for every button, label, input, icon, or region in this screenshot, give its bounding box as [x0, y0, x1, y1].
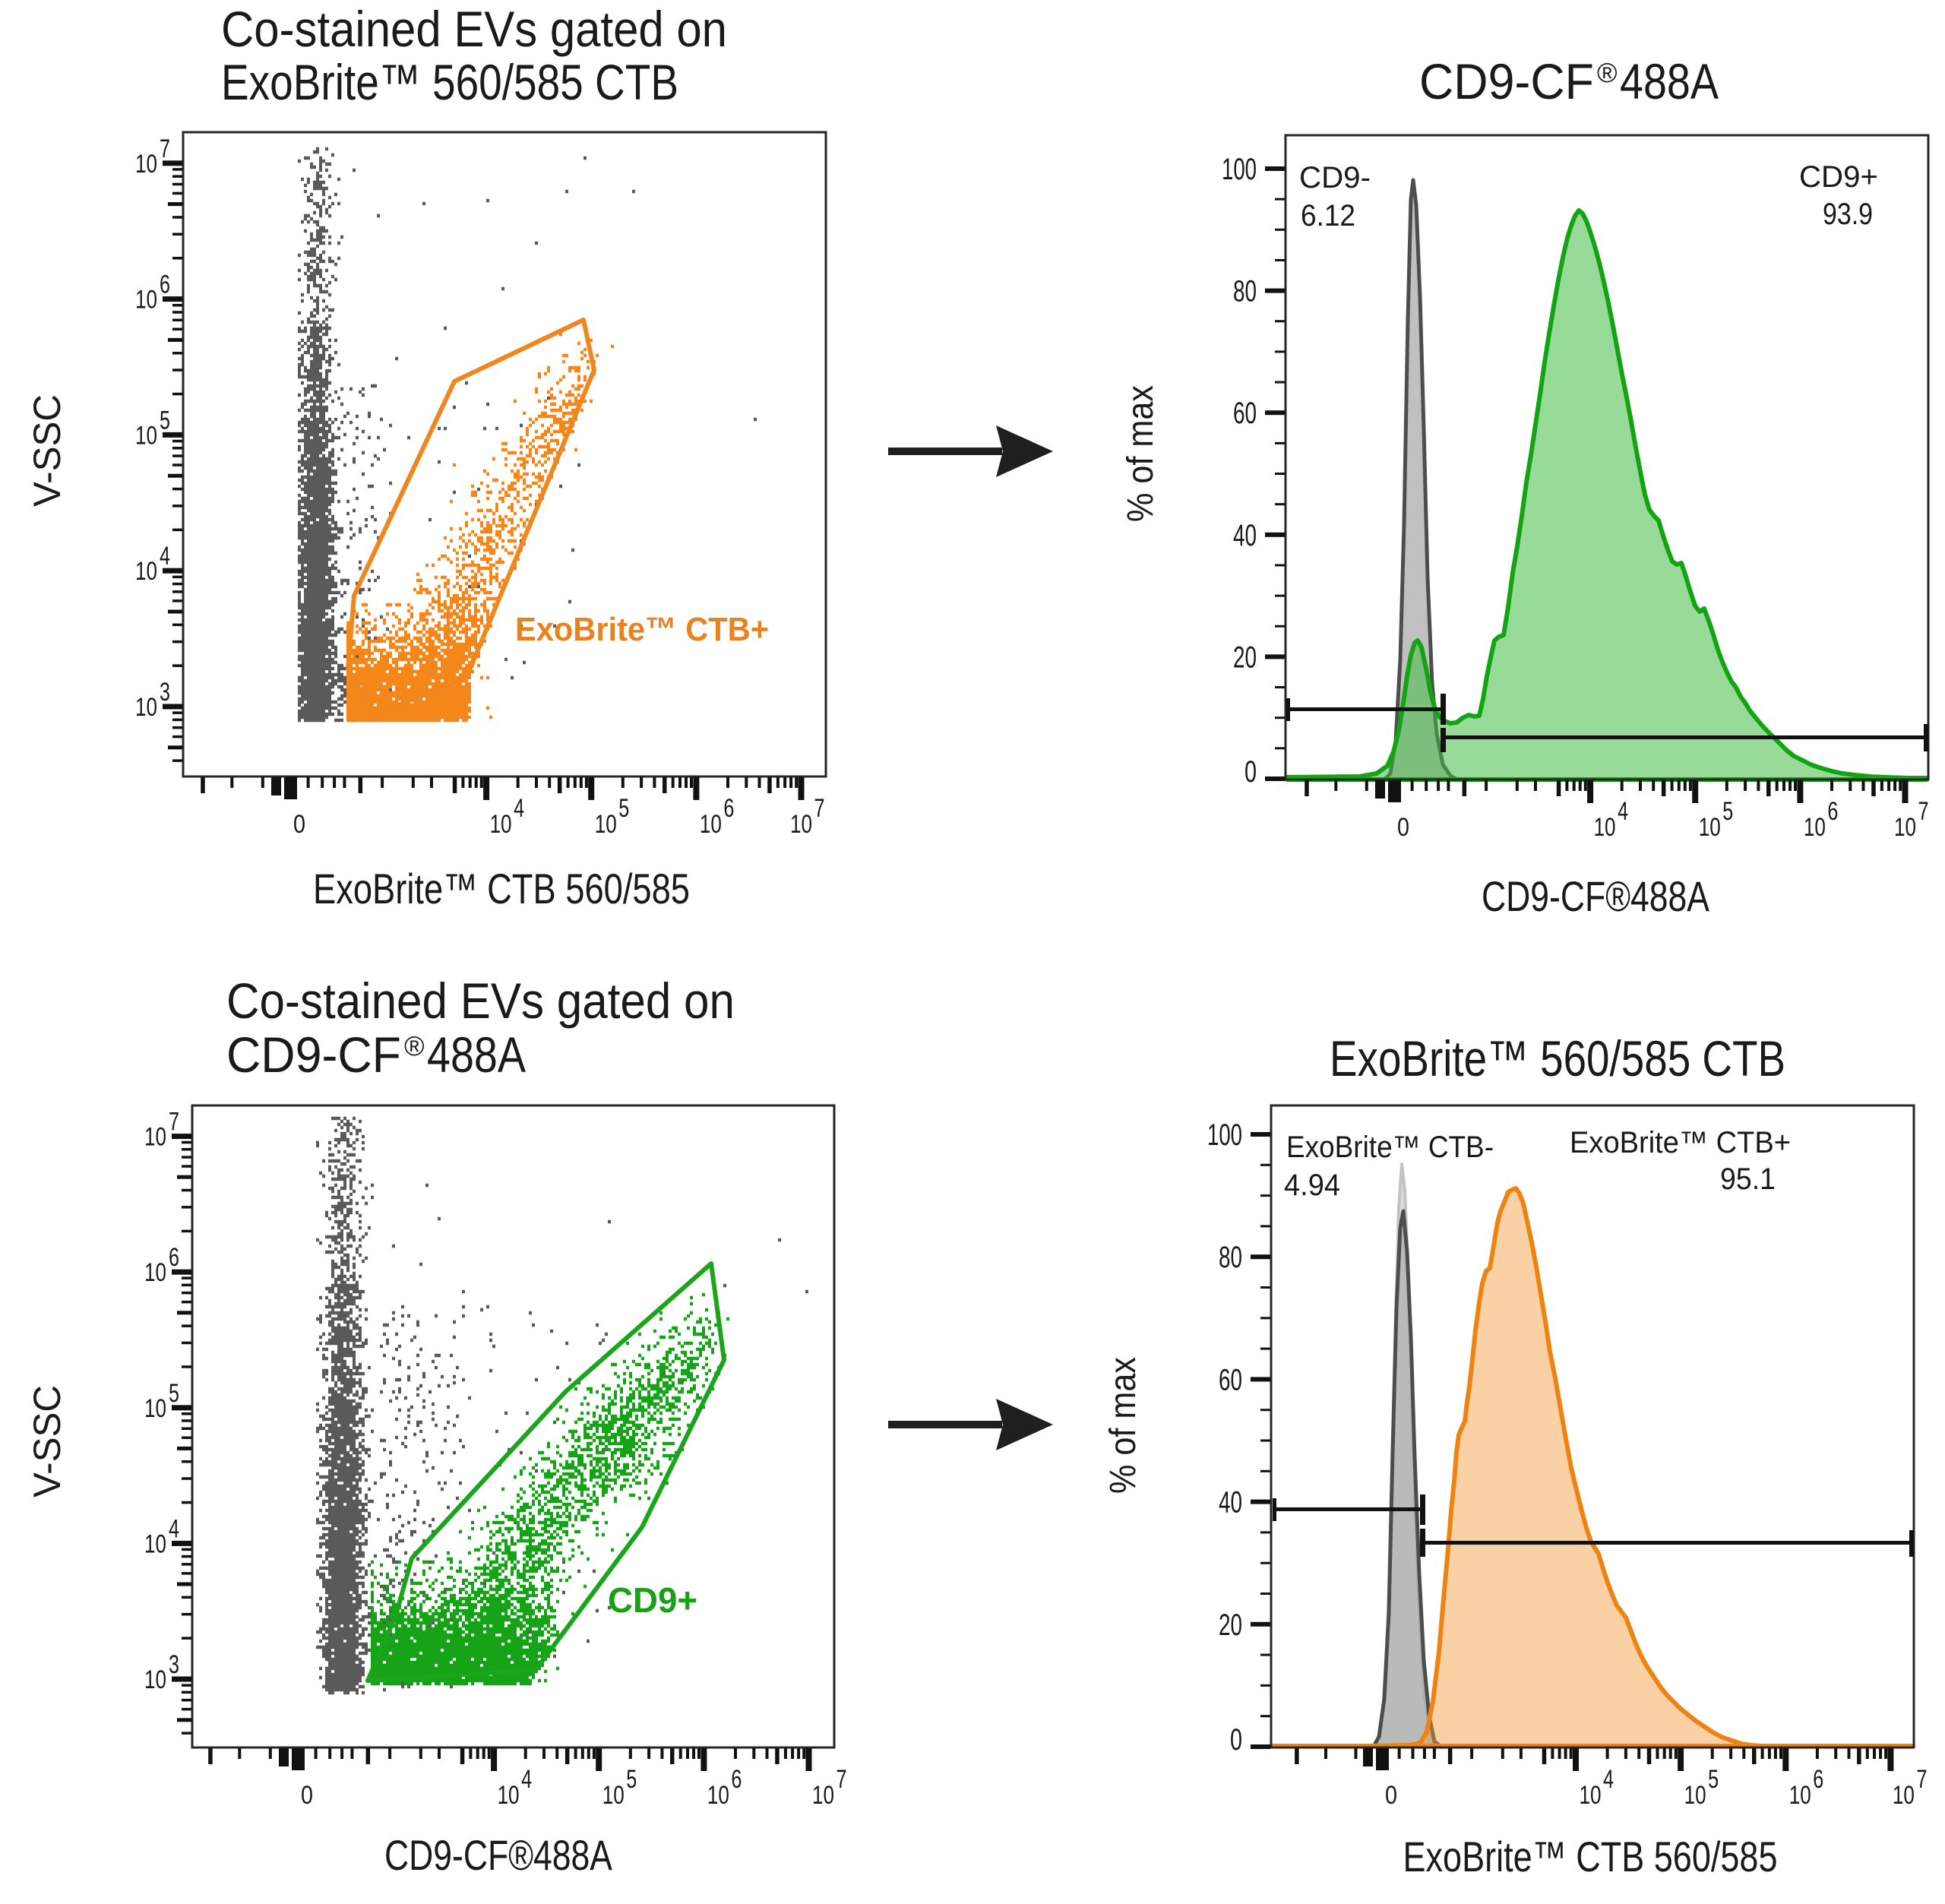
svg-text:CD9+: CD9+ — [608, 1580, 697, 1620]
svg-text:10: 10 — [595, 810, 617, 839]
svg-text:0: 0 — [1230, 1723, 1242, 1757]
svg-text:40: 40 — [1219, 1486, 1242, 1520]
svg-text:4: 4 — [1603, 1765, 1614, 1794]
svg-text:7: 7 — [814, 794, 825, 823]
svg-text:40: 40 — [1233, 519, 1257, 552]
svg-text:488A: 488A — [427, 1026, 526, 1083]
svg-text:6: 6 — [1813, 1765, 1823, 1794]
svg-text:6: 6 — [169, 1243, 179, 1272]
svg-text:4: 4 — [514, 794, 524, 823]
svg-text:10: 10 — [700, 810, 722, 839]
svg-text:10: 10 — [812, 1781, 834, 1810]
svg-text:5: 5 — [618, 794, 629, 823]
svg-text:7: 7 — [837, 1765, 847, 1794]
svg-text:10: 10 — [1789, 1781, 1811, 1810]
svg-text:3: 3 — [169, 1650, 179, 1679]
svg-text:10: 10 — [135, 557, 157, 586]
svg-text:6.12: 6.12 — [1301, 199, 1355, 232]
svg-text:10: 10 — [144, 1529, 166, 1558]
svg-text:®: ® — [404, 1030, 425, 1061]
svg-text:0: 0 — [1244, 755, 1257, 789]
svg-text:10: 10 — [1804, 813, 1826, 842]
svg-text:CD9-CF®488A: CD9-CF®488A — [384, 1831, 613, 1879]
svg-text:60: 60 — [1233, 397, 1257, 430]
svg-text:ExoBrite™ CTB+: ExoBrite™ CTB+ — [515, 611, 769, 648]
svg-text:CD9-CF: CD9-CF — [1419, 53, 1594, 109]
svg-text:100: 100 — [1222, 153, 1257, 186]
svg-text:5: 5 — [626, 1765, 637, 1794]
svg-text:6: 6 — [723, 794, 734, 823]
svg-text:ExoBrite™ 560/585 CTB: ExoBrite™ 560/585 CTB — [1330, 1030, 1785, 1086]
svg-text:10: 10 — [135, 421, 157, 450]
svg-text:6: 6 — [160, 270, 170, 299]
svg-text:% of max: % of max — [1121, 385, 1161, 522]
svg-text:0: 0 — [1397, 813, 1409, 842]
svg-text:100: 100 — [1207, 1118, 1242, 1152]
svg-text:5: 5 — [1722, 797, 1733, 826]
svg-text:10: 10 — [144, 1665, 166, 1694]
svg-text:10: 10 — [1579, 1781, 1601, 1810]
svg-text:CD9-: CD9- — [1299, 161, 1371, 195]
svg-text:80: 80 — [1233, 275, 1257, 308]
svg-text:20: 20 — [1219, 1608, 1242, 1642]
svg-text:4: 4 — [160, 542, 170, 571]
svg-text:7: 7 — [1918, 797, 1929, 826]
svg-text:10: 10 — [498, 1781, 520, 1810]
svg-text:20: 20 — [1233, 640, 1257, 674]
svg-text:6: 6 — [731, 1765, 742, 1794]
svg-text:7: 7 — [1916, 1765, 1927, 1794]
svg-text:5: 5 — [1708, 1765, 1719, 1794]
svg-text:10: 10 — [144, 1258, 166, 1287]
svg-text:4: 4 — [521, 1765, 532, 1794]
svg-text:10: 10 — [135, 693, 157, 722]
svg-text:93.9: 93.9 — [1823, 198, 1873, 231]
svg-text:10: 10 — [135, 150, 157, 179]
svg-text:80: 80 — [1219, 1241, 1242, 1274]
svg-text:10: 10 — [1594, 813, 1616, 842]
svg-text:0: 0 — [1385, 1781, 1397, 1810]
svg-text:ExoBrite™ CTB 560/585: ExoBrite™ CTB 560/585 — [313, 865, 690, 912]
svg-text:V-SSC: V-SSC — [26, 394, 68, 507]
svg-text:0: 0 — [293, 810, 305, 839]
svg-text:488A: 488A — [1620, 53, 1719, 109]
svg-text:10: 10 — [707, 1781, 729, 1810]
svg-text:10: 10 — [1684, 1781, 1706, 1810]
svg-text:10: 10 — [602, 1781, 625, 1810]
svg-text:% of max: % of max — [1103, 1357, 1143, 1494]
svg-text:95.1: 95.1 — [1720, 1162, 1776, 1196]
svg-text:0: 0 — [301, 1781, 313, 1810]
svg-text:CD9+: CD9+ — [1799, 160, 1878, 194]
svg-text:4: 4 — [169, 1514, 179, 1543]
svg-text:10: 10 — [790, 810, 812, 839]
svg-text:3: 3 — [160, 678, 170, 707]
svg-text:ExoBrite™ CTB+: ExoBrite™ CTB+ — [1570, 1126, 1791, 1159]
svg-text:10: 10 — [1699, 813, 1721, 842]
svg-text:10: 10 — [144, 1394, 166, 1423]
svg-text:4: 4 — [1618, 797, 1628, 826]
svg-text:10: 10 — [1893, 1781, 1915, 1810]
svg-text:V-SSC: V-SSC — [26, 1385, 68, 1498]
svg-text:7: 7 — [169, 1108, 179, 1137]
svg-text:ExoBrite™ CTB 560/585: ExoBrite™ CTB 560/585 — [1403, 1833, 1778, 1880]
svg-text:10: 10 — [135, 286, 157, 315]
svg-text:10: 10 — [490, 810, 512, 839]
svg-text:10: 10 — [1894, 813, 1916, 842]
svg-text:10: 10 — [144, 1123, 166, 1152]
svg-text:4.94: 4.94 — [1284, 1169, 1340, 1202]
svg-text:ExoBrite™ CTB-: ExoBrite™ CTB- — [1286, 1131, 1494, 1164]
svg-text:Co-stained EVs gated on: Co-stained EVs gated on — [221, 1, 727, 57]
svg-text:7: 7 — [160, 134, 170, 163]
svg-text:CD9-CF®488A: CD9-CF®488A — [1482, 872, 1710, 920]
svg-text:®: ® — [1597, 57, 1618, 88]
svg-text:CD9-CF: CD9-CF — [226, 1026, 401, 1083]
svg-text:Co-stained EVs gated on: Co-stained EVs gated on — [226, 973, 735, 1029]
svg-text:5: 5 — [169, 1379, 179, 1408]
svg-text:60: 60 — [1219, 1363, 1242, 1396]
svg-text:ExoBrite™ 560/585 CTB: ExoBrite™ 560/585 CTB — [221, 54, 678, 110]
svg-text:6: 6 — [1827, 797, 1838, 826]
svg-text:5: 5 — [160, 406, 170, 435]
